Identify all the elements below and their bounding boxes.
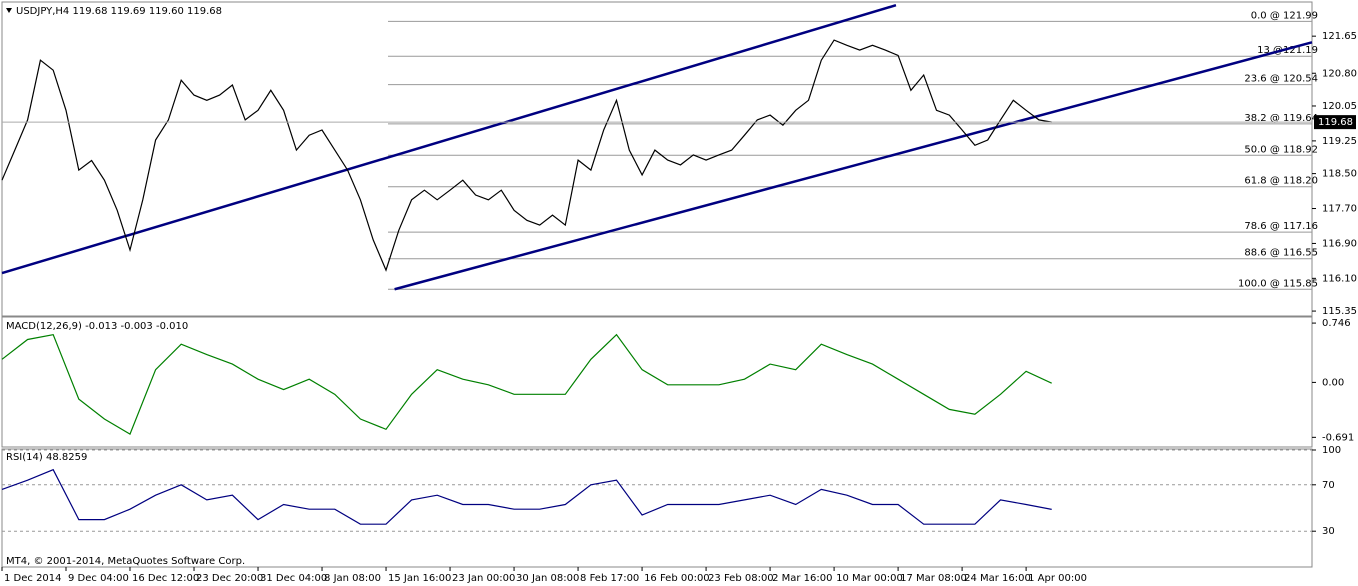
collapse-arrow — [6, 8, 12, 13]
price-title: USDJPY,H4 119.68 119.69 119.60 119.68 — [16, 6, 222, 17]
current-price-label: 119.68 — [1318, 117, 1353, 128]
fib-label: 100.0 @ 115.85 — [1238, 278, 1318, 289]
y-tick-label: 116.90 — [1322, 238, 1357, 249]
fib-label: 88.6 @ 116.55 — [1244, 248, 1318, 259]
y-tick-label: 117.70 — [1322, 204, 1357, 215]
x-tick-label: 15 Jan 16:00 — [388, 573, 451, 584]
rsi-title: RSI(14) 48.8259 — [6, 452, 87, 463]
y-tick-label: 120.80 — [1322, 68, 1357, 79]
fib-label: 78.6 @ 117.16 — [1244, 221, 1318, 232]
y-tick-label: 0.746 — [1322, 318, 1351, 329]
series-line — [1, 333, 1052, 435]
macd-title: MACD(12,26,9) -0.013 -0.003 -0.010 — [6, 321, 188, 332]
fib-label: 38.2 @ 119.64 — [1244, 113, 1318, 124]
y-tick-label: -0.691 — [1322, 432, 1354, 443]
y-tick-label: 30 — [1322, 526, 1335, 537]
fib-label: 13 @121.19 — [1257, 45, 1318, 56]
trendline — [394, 41, 1313, 291]
fib-label: 23.6 @ 120.54 — [1244, 74, 1318, 85]
y-tick-label: 118.50 — [1322, 169, 1357, 180]
price-panel — [1, 1, 1313, 317]
x-tick-label: 1 Dec 2014 — [4, 573, 62, 584]
x-tick-label: 23 Jan 00:00 — [452, 573, 515, 584]
y-tick-label: 120.05 — [1322, 101, 1357, 112]
y-tick-label: 0.00 — [1322, 377, 1344, 388]
y-tick-label: 119.25 — [1322, 136, 1357, 147]
y-tick-label: 115.35 — [1322, 306, 1357, 317]
x-tick-label: 8 Jan 08:00 — [324, 573, 381, 584]
footer: MT4, © 2001-2014, MetaQuotes Software Co… — [6, 556, 245, 567]
fib-label: 0.0 @ 121.99 — [1251, 10, 1318, 21]
x-tick-label: 16 Feb 00:00 — [644, 573, 710, 584]
x-tick-label: 8 Feb 17:00 — [580, 573, 639, 584]
x-tick-label: 16 Dec 12:00 — [132, 573, 199, 584]
x-tick-label: 9 Dec 04:00 — [68, 573, 129, 584]
x-tick-label: 30 Jan 08:00 — [516, 573, 579, 584]
y-tick-label: 116.10 — [1322, 273, 1357, 284]
rsi-panel — [1, 448, 1313, 568]
current-price-box — [1314, 115, 1356, 130]
fib-label: 50.0 @ 118.92 — [1244, 144, 1318, 155]
x-tick-label: 23 Feb 08:00 — [708, 573, 774, 584]
x-tick-label: 31 Dec 04:00 — [260, 573, 327, 584]
x-tick-label: 23 Dec 20:00 — [196, 573, 263, 584]
x-tick-label: 1 Apr 00:00 — [1028, 573, 1087, 584]
y-tick-label: 70 — [1322, 480, 1335, 491]
fib-label: 61.8 @ 118.20 — [1244, 176, 1318, 187]
x-tick-label: 10 Mar 00:00 — [836, 573, 903, 584]
x-tick-label: 24 Mar 16:00 — [964, 573, 1031, 584]
series-line — [1, 39, 1052, 272]
x-tick-label: 2 Mar 16:00 — [772, 573, 832, 584]
series-line — [1, 468, 1052, 525]
trendline — [1, 3, 897, 275]
y-tick-label: 100 — [1322, 445, 1341, 456]
y-tick-label: 121.65 — [1322, 31, 1357, 42]
x-tick-label: 17 Mar 08:00 — [900, 573, 967, 584]
